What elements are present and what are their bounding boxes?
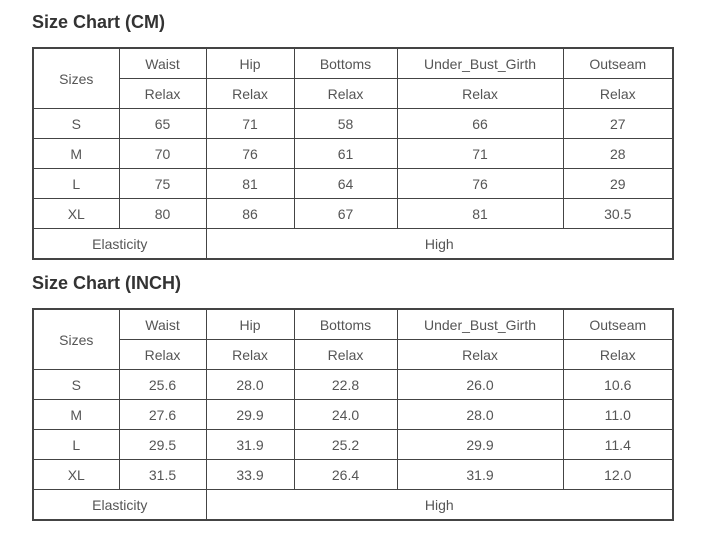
measurement-cell: 86	[205, 198, 295, 229]
measurement-cell: 76	[205, 138, 295, 169]
column-header: Under_Bust_Girth	[396, 47, 564, 79]
measurement-cell: 30.5	[562, 198, 674, 229]
measurement-cell: 24.0	[293, 399, 398, 430]
table-row: M 70 76 61 71 28	[32, 138, 674, 169]
column-header: Under_Bust_Girth	[396, 308, 564, 340]
elasticity-value: High	[205, 489, 674, 521]
elasticity-value: High	[205, 228, 674, 260]
fit-subheader: Relax	[396, 339, 564, 370]
fit-subheader: Relax	[562, 78, 674, 109]
table-row: L 29.5 31.9 25.2 29.9 11.4	[32, 429, 674, 460]
size-chart-table: Sizes Waist Hip Bottoms Under_Bust_Girth Outs…	[32, 47, 674, 260]
sizes-header: Sizes	[32, 47, 120, 109]
measurement-cell: 33.9	[205, 459, 295, 490]
column-header: Bottoms	[293, 308, 398, 340]
measurement-cell: 29.9	[396, 429, 564, 460]
size-cell: S	[32, 108, 120, 139]
elasticity-row: Elasticity High	[32, 489, 674, 521]
measurement-cell: 27.6	[118, 399, 207, 430]
elasticity-label: Elasticity	[32, 489, 207, 521]
measurement-cell: 11.4	[562, 429, 674, 460]
column-header: Outseam	[562, 308, 674, 340]
measurement-cell: 81	[205, 168, 295, 199]
measurement-cell: 71	[396, 138, 564, 169]
measurement-cell: 27	[562, 108, 674, 139]
measurement-cell: 11.0	[562, 399, 674, 430]
column-header: Waist	[118, 47, 207, 79]
measurement-cell: 31.9	[205, 429, 295, 460]
table-title: Size Chart (CM)	[32, 12, 166, 32]
header-row: Sizes Waist Hip Bottoms Under_Bust_Girth Outs…	[32, 47, 674, 109]
measurement-cell: 81	[396, 198, 564, 229]
fit-subheader: Relax	[396, 78, 564, 109]
table-title: Size Chart (INCH)	[32, 273, 182, 293]
measurement-cell: 26.0	[396, 369, 564, 400]
measurement-cell: 28	[562, 138, 674, 169]
fit-subheader: Relax	[118, 339, 207, 370]
table-row: XL 80 86 67 81 30.5	[32, 198, 674, 229]
measurement-cell: 71	[205, 108, 295, 139]
measurement-cell: 29.9	[205, 399, 295, 430]
table-row: S 65 71 58 66 27	[32, 108, 674, 139]
measurement-cell: 66	[396, 108, 564, 139]
measurement-cell: 61	[293, 138, 398, 169]
size-cell: L	[32, 429, 120, 460]
size-cell: L	[32, 168, 120, 199]
measurement-cell: 25.2	[293, 429, 398, 460]
fit-subheader: Relax	[293, 339, 398, 370]
size-cell: XL	[32, 459, 120, 490]
table-row: M 27.6 29.9 24.0 28.0 11.0	[32, 399, 674, 430]
table-row: XL 31.5 33.9 26.4 31.9 12.0	[32, 459, 674, 490]
measurement-cell: 29	[562, 168, 674, 199]
measurement-cell: 65	[118, 108, 207, 139]
measurement-cell: 75	[118, 168, 207, 199]
fit-subheader: Relax	[118, 78, 207, 109]
column-header: Bottoms	[293, 47, 398, 79]
column-header: Hip	[205, 308, 295, 340]
measurement-cell: 28.0	[205, 369, 295, 400]
measurement-cell: 64	[293, 168, 398, 199]
fit-subheader: Relax	[205, 78, 295, 109]
column-header: Waist	[118, 308, 207, 340]
elasticity-label: Elasticity	[32, 228, 207, 260]
header-row: Sizes Waist Hip Bottoms Under_Bust_Girth Outs…	[32, 308, 674, 370]
size-cell: M	[32, 399, 120, 430]
measurement-cell: 70	[118, 138, 207, 169]
fit-subheader: Relax	[205, 339, 295, 370]
measurement-cell: 22.8	[293, 369, 398, 400]
measurement-cell: 26.4	[293, 459, 398, 490]
fit-subheader: Relax	[293, 78, 398, 109]
measurement-cell: 31.9	[396, 459, 564, 490]
measurement-cell: 58	[293, 108, 398, 139]
sizes-header: Sizes	[32, 308, 120, 370]
size-cell: XL	[32, 198, 120, 229]
measurement-cell: 28.0	[396, 399, 564, 430]
measurement-cell: 10.6	[562, 369, 674, 400]
fit-subheader: Relax	[562, 339, 674, 370]
measurement-cell: 29.5	[118, 429, 207, 460]
size-chart-table: Sizes Waist Hip Bottoms Under_Bust_Girth Outs…	[32, 308, 674, 521]
elasticity-row: Elasticity High	[32, 228, 674, 260]
table-row: L 75 81 64 76 29	[32, 168, 674, 199]
measurement-cell: 31.5	[118, 459, 207, 490]
measurement-cell: 80	[118, 198, 207, 229]
subheader-row: Relax Relax Relax Relax Relax	[33, 78, 674, 109]
measurement-cell: 67	[293, 198, 398, 229]
column-header: Outseam	[562, 47, 674, 79]
measurement-cell: 12.0	[562, 459, 674, 490]
table-row: S 25.6 28.0 22.8 26.0 10.6	[32, 369, 674, 400]
subheader-row: Relax Relax Relax Relax Relax	[33, 339, 674, 370]
column-header: Hip	[205, 47, 295, 79]
measurement-cell: 76	[396, 168, 564, 199]
size-cell: S	[32, 369, 120, 400]
measurement-cell: 25.6	[118, 369, 207, 400]
size-cell: M	[32, 138, 120, 169]
